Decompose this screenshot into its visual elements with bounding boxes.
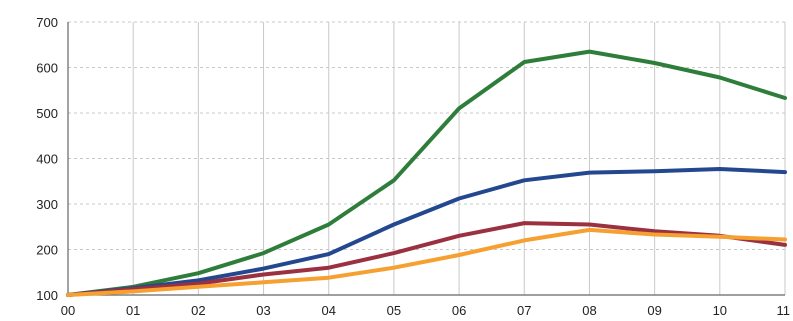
y-tick-label-600: 600 [36, 61, 58, 76]
series-line-1 [66, 49, 787, 297]
y-tick-label-100: 100 [36, 288, 58, 303]
x-tick-label-02: 02 [191, 303, 205, 318]
series-lines [66, 49, 787, 297]
x-tick-label-11: 11 [777, 303, 791, 318]
y-tick-labels: 100 200 300 400 500 600 700 [36, 15, 58, 303]
y-tick-label-300: 300 [36, 197, 58, 212]
x-tick-label-07: 07 [517, 303, 531, 318]
x-tick-label-03: 03 [256, 303, 270, 318]
y-tick-label-200: 200 [36, 243, 58, 258]
x-tick-label-08: 08 [582, 303, 596, 318]
x-tick-label-04: 04 [321, 303, 335, 318]
x-tick-label-06: 06 [452, 303, 466, 318]
x-tick-label-10: 10 [713, 303, 727, 318]
y-tick-label-500: 500 [36, 106, 58, 121]
x-tick-label-05: 05 [387, 303, 401, 318]
series-line-4 [66, 227, 787, 297]
grid [68, 21, 786, 295]
series-line-3 [66, 221, 787, 297]
series-line-2 [66, 167, 787, 297]
x-tick-labels: 00 01 02 03 04 05 06 07 08 09 10 11 [61, 303, 790, 318]
x-tick-label-09: 09 [647, 303, 661, 318]
x-tick-label-00: 00 [61, 303, 75, 318]
x-tick-label-01: 01 [126, 303, 140, 318]
y-tick-label-400: 400 [36, 152, 58, 167]
axes [67, 22, 785, 296]
y-tick-label-700: 700 [36, 15, 58, 30]
